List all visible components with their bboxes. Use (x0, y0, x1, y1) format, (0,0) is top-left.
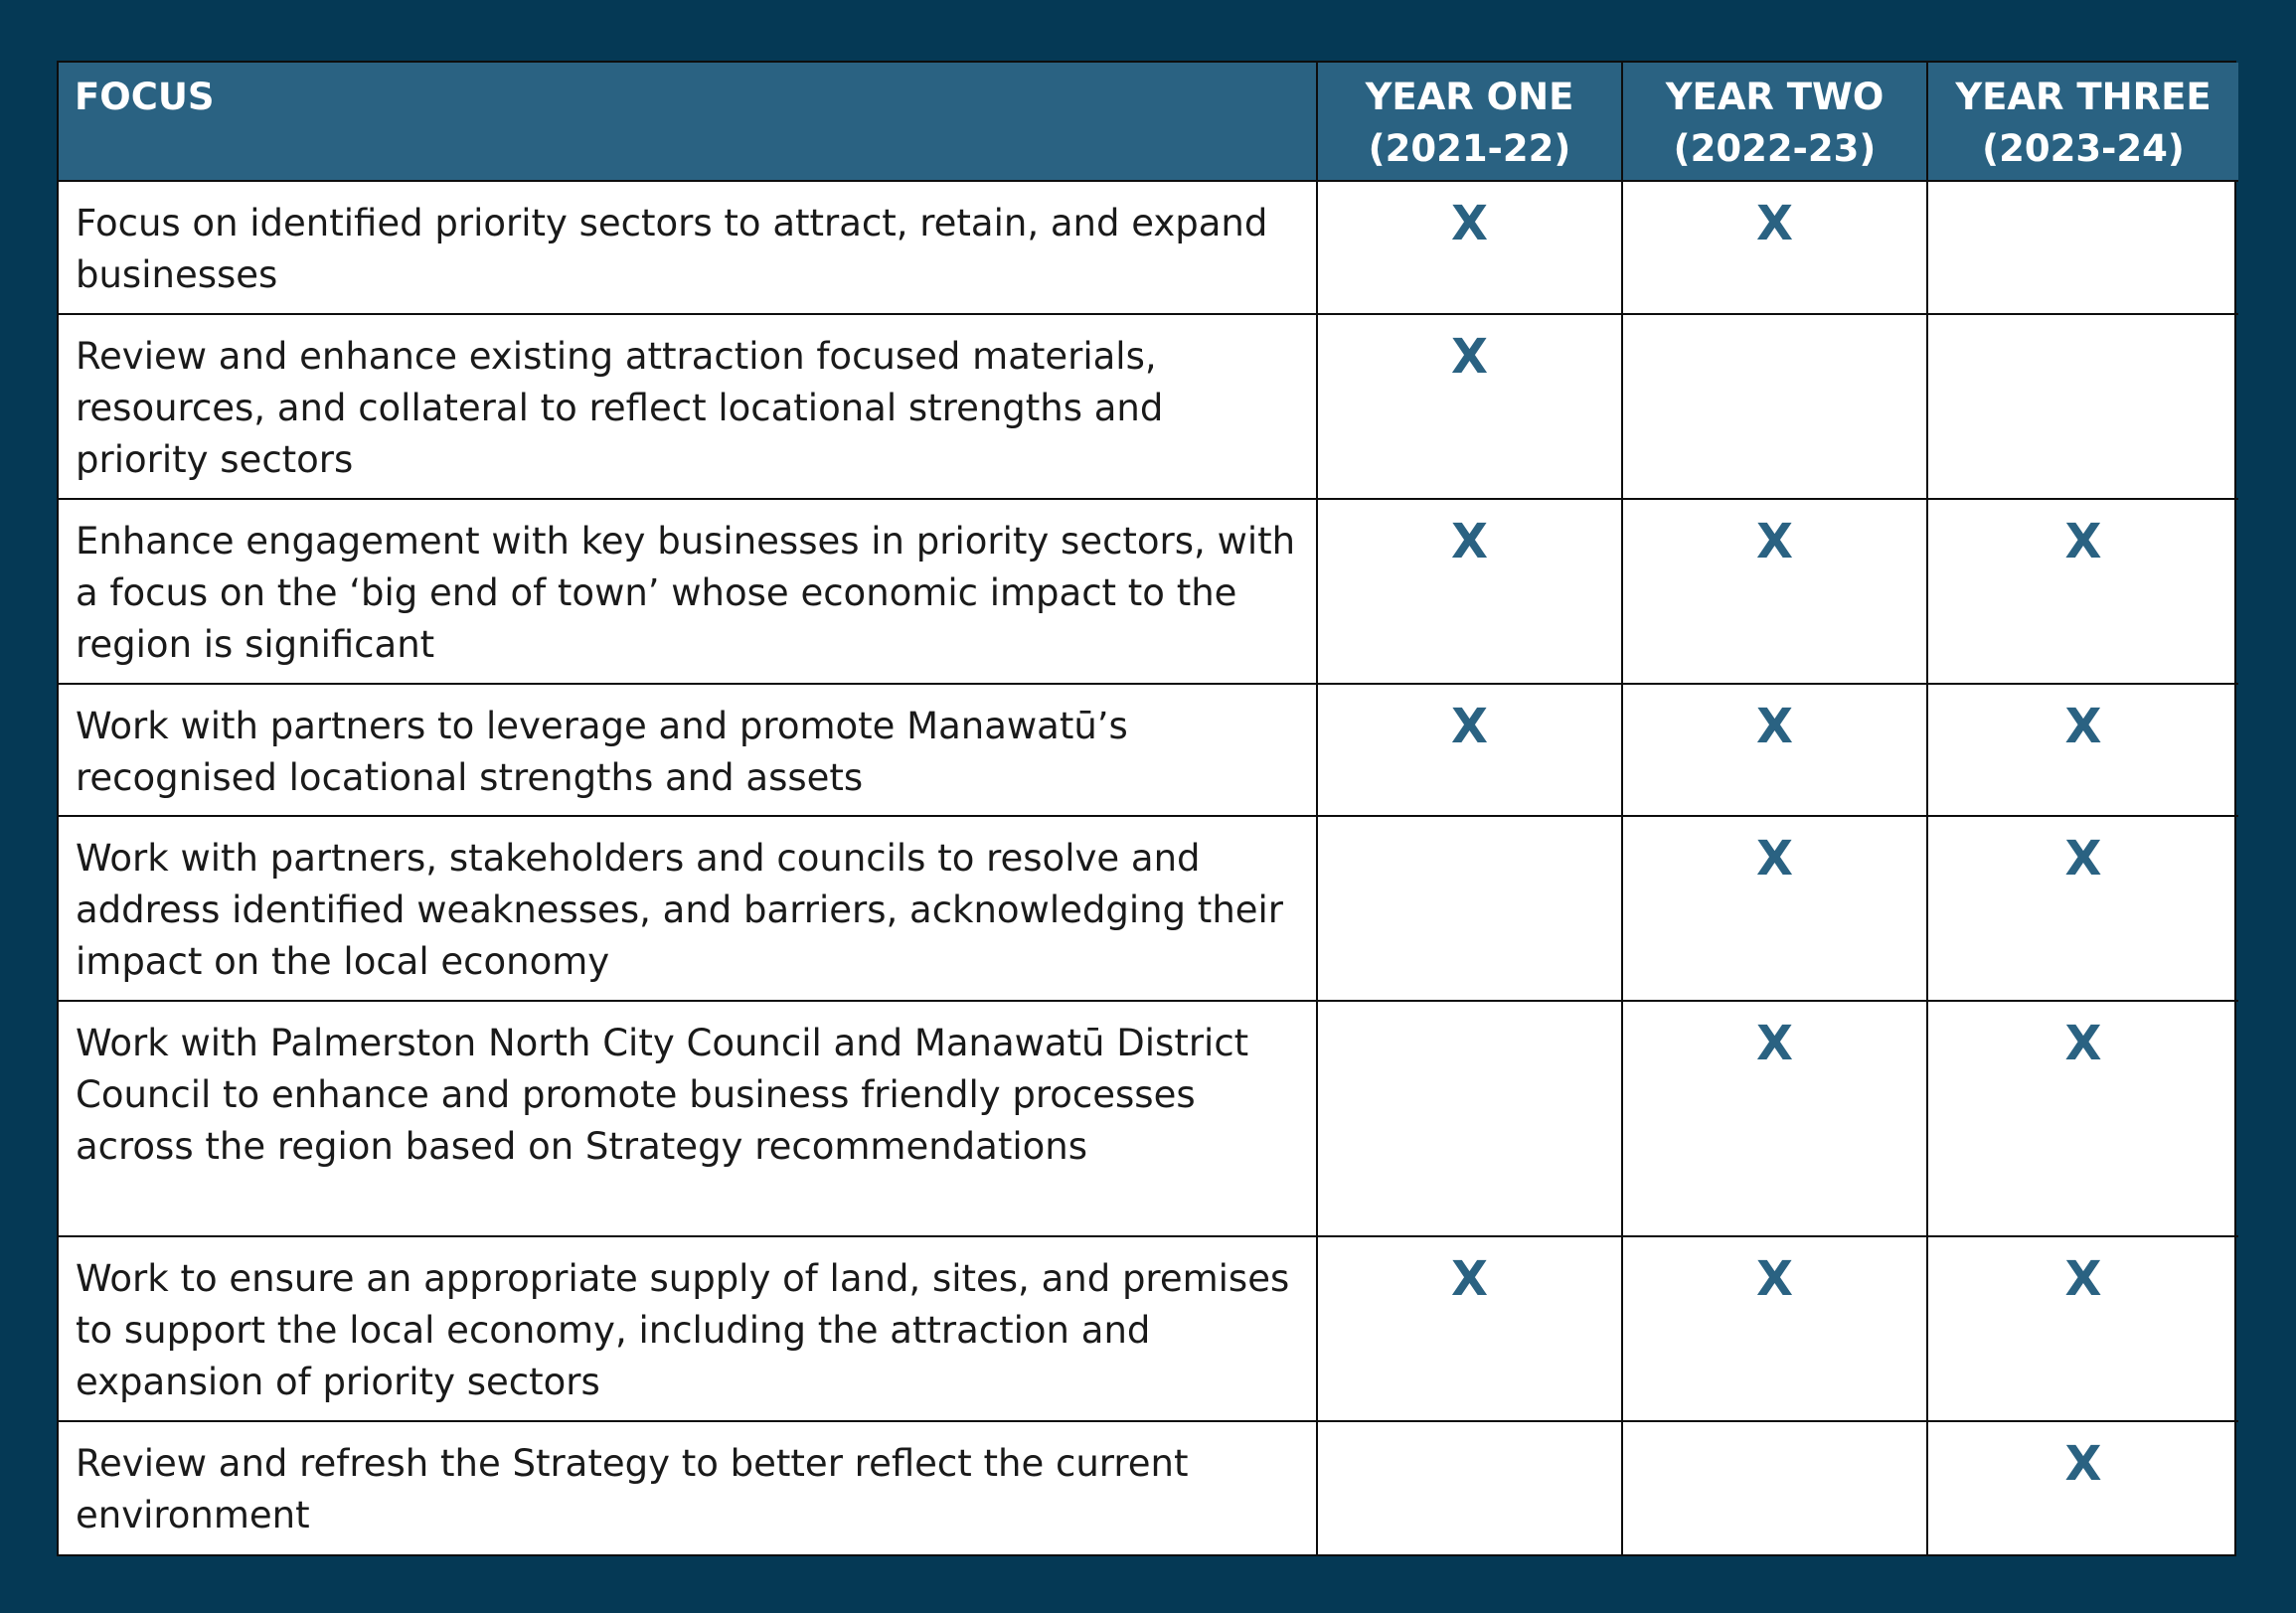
focus-cell: Work with partners to leverage and promo… (59, 684, 1318, 817)
column-header-year-one: YEAR ONE (2021-22) (1317, 63, 1623, 182)
year-two-cell: X (1622, 499, 1928, 685)
year-three-cell: X (1927, 684, 2238, 817)
x-mark-icon: X (2064, 831, 2102, 887)
year-one-cell (1317, 1421, 1623, 1554)
focus-cell: Work with Palmerston North City Council … (59, 1001, 1318, 1237)
x-mark-icon: X (2064, 1251, 2102, 1307)
focus-text: Review and refresh the Strategy to bette… (76, 1442, 1189, 1536)
table: FOCUS YEAR ONE (2021-22) YEAR TWO (2022-… (59, 63, 2238, 1554)
focus-text: Enhance engagement with key businesses i… (76, 520, 1296, 666)
year-one-cell: X (1317, 314, 1623, 500)
focus-cell: Work with partners, stakeholders and cou… (59, 816, 1318, 1002)
year-three-cell: X (1927, 499, 2238, 685)
year-two-cell: X (1622, 684, 1928, 817)
focus-cell: Focus on identified priority sectors to … (59, 181, 1318, 315)
column-header-focus: FOCUS (59, 63, 1318, 182)
table-row: Work with partners to leverage and promo… (59, 684, 2238, 817)
x-mark-icon: X (1755, 1251, 1793, 1307)
column-header-year-one-period: (2021-22) (1368, 127, 1571, 170)
column-header-year-two: YEAR TWO (2022-23) (1622, 63, 1928, 182)
table-body: Focus on identified priority sectors to … (59, 181, 2238, 1554)
year-three-cell: X (1927, 1001, 2238, 1237)
focus-text: Work with Palmerston North City Council … (76, 1022, 1249, 1168)
x-mark-icon: X (1755, 196, 1793, 251)
x-mark-icon: X (1450, 514, 1488, 569)
year-one-cell: X (1317, 684, 1623, 817)
year-two-cell: X (1622, 816, 1928, 1002)
year-one-cell: X (1317, 499, 1623, 685)
table-row: Enhance engagement with key businesses i… (59, 499, 2238, 685)
x-mark-icon: X (2064, 514, 2102, 569)
year-two-cell: X (1622, 1001, 1928, 1237)
table-row: Work with Palmerston North City Council … (59, 1001, 2238, 1237)
table-row: Review and enhance existing attraction f… (59, 314, 2238, 500)
table-row: Work to ensure an appropriate supply of … (59, 1236, 2238, 1422)
year-two-cell (1622, 1421, 1928, 1554)
column-header-year-three: YEAR THREE (2023-24) (1927, 63, 2238, 182)
focus-cell: Enhance engagement with key businesses i… (59, 499, 1318, 685)
table-row: Work with partners, stakeholders and cou… (59, 816, 2238, 1002)
year-three-cell (1927, 314, 2238, 500)
x-mark-icon: X (1450, 196, 1488, 251)
year-three-cell: X (1927, 816, 2238, 1002)
focus-text: Review and enhance existing attraction f… (76, 335, 1164, 481)
year-one-cell: X (1317, 1236, 1623, 1422)
focus-cell: Review and refresh the Strategy to bette… (59, 1421, 1318, 1554)
x-mark-icon: X (2064, 699, 2102, 754)
year-one-cell: X (1317, 181, 1623, 315)
focus-text: Work with partners, stakeholders and cou… (76, 837, 1284, 983)
year-three-cell: X (1927, 1421, 2238, 1554)
column-header-year-two-period: (2022-23) (1673, 127, 1877, 170)
year-three-cell (1927, 181, 2238, 315)
x-mark-icon: X (1755, 1016, 1793, 1071)
header-row: FOCUS YEAR ONE (2021-22) YEAR TWO (2022-… (59, 63, 2238, 182)
x-mark-icon: X (2064, 1016, 2102, 1071)
focus-timeline-table: FOCUS YEAR ONE (2021-22) YEAR TWO (2022-… (57, 61, 2238, 1556)
year-two-cell: X (1622, 181, 1928, 315)
column-header-year-three-label: YEAR THREE (1955, 76, 2212, 118)
focus-text: Work with partners to leverage and promo… (76, 705, 1128, 799)
table-row: Focus on identified priority sectors to … (59, 181, 2238, 315)
x-mark-icon: X (2064, 1436, 2102, 1492)
column-header-year-one-label: YEAR ONE (1365, 76, 1574, 118)
x-mark-icon: X (1450, 699, 1488, 754)
focus-cell: Review and enhance existing attraction f… (59, 314, 1318, 500)
x-mark-icon: X (1755, 514, 1793, 569)
year-one-cell (1317, 1001, 1623, 1237)
column-header-year-two-label: YEAR TWO (1665, 76, 1885, 118)
column-header-year-three-period: (2023-24) (1982, 127, 2185, 170)
table-row: Review and refresh the Strategy to bette… (59, 1421, 2238, 1554)
year-two-cell (1622, 314, 1928, 500)
x-mark-icon: X (1450, 329, 1488, 385)
x-mark-icon: X (1755, 831, 1793, 887)
year-two-cell: X (1622, 1236, 1928, 1422)
focus-cell: Work to ensure an appropriate supply of … (59, 1236, 1318, 1422)
year-one-cell (1317, 816, 1623, 1002)
x-mark-icon: X (1755, 699, 1793, 754)
focus-text: Work to ensure an appropriate supply of … (76, 1257, 1290, 1403)
x-mark-icon: X (1450, 1251, 1488, 1307)
focus-text: Focus on identified priority sectors to … (76, 202, 1268, 296)
table-header: FOCUS YEAR ONE (2021-22) YEAR TWO (2022-… (59, 63, 2238, 182)
year-three-cell: X (1927, 1236, 2238, 1422)
